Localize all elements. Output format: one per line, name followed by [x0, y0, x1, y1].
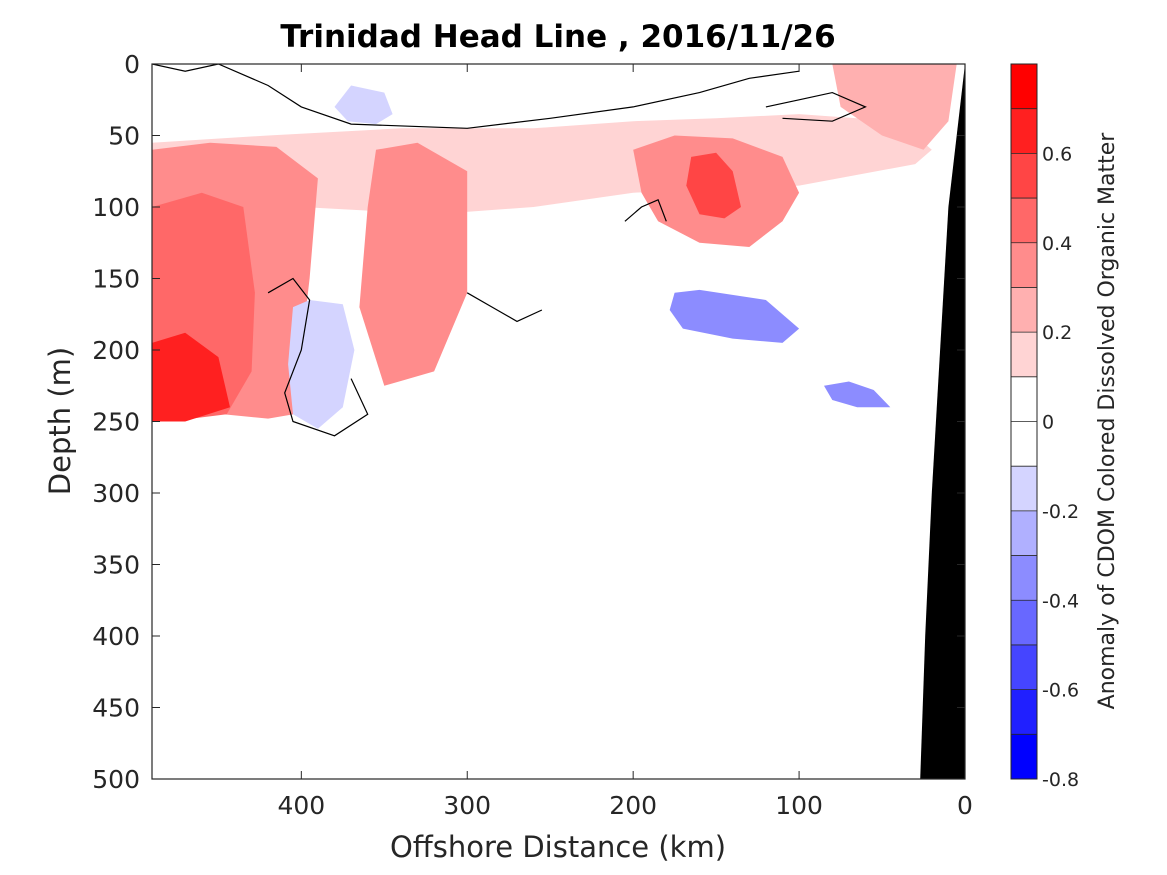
colorbar-tick-label: 0 — [1042, 412, 1054, 434]
y-tick-label: 300 — [92, 479, 140, 508]
colorbar-swatch — [1011, 198, 1037, 243]
x-tick-label: 400 — [277, 791, 325, 820]
anomaly-region — [832, 64, 957, 150]
colorbar-swatch — [1011, 555, 1037, 601]
colorbar-swatch — [1011, 108, 1037, 154]
y-tick-label: 400 — [92, 622, 140, 651]
colorbar-swatch — [1011, 644, 1037, 690]
y-tick-label: 500 — [92, 765, 140, 794]
anomaly-region — [686, 152, 741, 219]
anomaly-region — [359, 142, 468, 386]
colorbar-tick-label: 0.4 — [1042, 233, 1072, 255]
x-axis-label: Offshore Distance (km) — [390, 830, 726, 864]
anomaly-region — [669, 289, 800, 343]
y-tick-label: 50 — [108, 122, 140, 151]
seafloor-polygon — [920, 64, 965, 779]
colorbar-swatch — [1011, 64, 1037, 109]
colorbar-swatch — [1011, 510, 1037, 556]
y-tick-label: 250 — [92, 408, 140, 437]
y-tick-label: 0 — [124, 50, 140, 79]
zero-contours — [152, 64, 867, 437]
x-tick-label: 200 — [609, 791, 657, 820]
colorbar: 0.6 0.4 0.2 0 -0.2 -0.4 -0.6 -0.8 — [1010, 63, 1079, 791]
anomaly-region — [824, 381, 891, 408]
colorbar-swatch — [1011, 466, 1037, 511]
colorbar-tick-label: -0.6 — [1042, 680, 1079, 702]
colorbar-swatch — [1011, 600, 1037, 645]
anomaly-regions — [152, 64, 957, 429]
colorbar-tick-label: -0.2 — [1042, 501, 1079, 523]
contour-line — [466, 292, 543, 323]
anomaly-region — [334, 85, 393, 125]
x-tick-label: 0 — [957, 791, 973, 820]
x-axis: 400 300 200 100 0 — [277, 64, 973, 820]
y-axis-label: Depth (m) — [43, 347, 77, 495]
colorbar-swatch — [1011, 376, 1037, 422]
y-tick-label: 100 — [92, 193, 140, 222]
x-tick-label: 300 — [443, 791, 491, 820]
colorbar-swatch — [1011, 734, 1037, 779]
y-tick-label: 450 — [92, 694, 140, 723]
colorbar-swatch — [1011, 153, 1037, 199]
colorbar-swatch — [1011, 332, 1037, 377]
y-axis: 0 50 100 150 200 250 300 350 400 450 500 — [92, 50, 965, 794]
contour-line — [624, 198, 667, 222]
colorbar-swatch — [1011, 421, 1037, 467]
y-tick-label: 350 — [92, 551, 140, 580]
contour-line — [765, 91, 867, 122]
bathymetry-layer — [920, 64, 965, 779]
y-tick-label: 200 — [92, 336, 140, 365]
colorbar-tick-label: 0.2 — [1042, 322, 1072, 344]
colorbar-tick-label: -0.8 — [1042, 769, 1079, 791]
colorbar-label: Anomaly of CDOM Colored Dissolved Organi… — [1095, 132, 1120, 710]
contour-line — [267, 277, 369, 437]
x-tick-label: 100 — [775, 791, 823, 820]
anomaly-region — [152, 332, 230, 422]
chart-title: Trinidad Head Line , 2016/11/26 — [280, 19, 835, 55]
colorbar-swatch — [1011, 689, 1037, 735]
y-tick-label: 150 — [92, 265, 140, 294]
colorbar-frame — [1010, 63, 1038, 780]
colorbar-tick-label: -0.4 — [1042, 590, 1079, 612]
colorbar-swatch — [1011, 242, 1037, 288]
contour-line — [152, 64, 800, 129]
colorbar-swatch — [1011, 287, 1037, 333]
colorbar-tick-label: 0.6 — [1042, 143, 1072, 165]
